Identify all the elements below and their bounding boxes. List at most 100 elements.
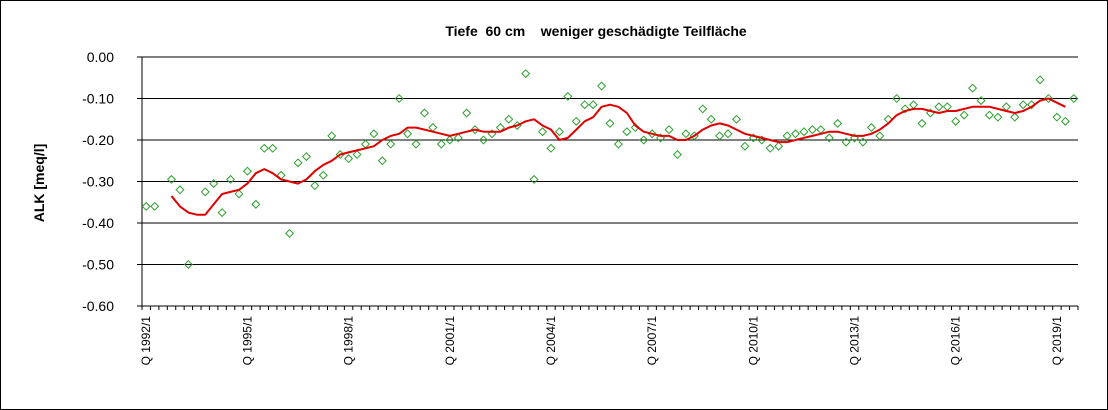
data-point	[1060, 116, 1070, 126]
data-point	[259, 143, 269, 153]
data-point	[563, 91, 573, 101]
y-tick-label: 0.00	[87, 49, 114, 65]
data-point	[1052, 112, 1062, 122]
data-point	[605, 118, 615, 128]
data-point	[588, 100, 598, 110]
data-point	[183, 259, 193, 270]
data-point	[318, 170, 328, 180]
data-point	[917, 118, 927, 128]
data-point	[293, 158, 303, 168]
data-point	[251, 199, 261, 209]
axes	[141, 57, 1079, 310]
data-point	[715, 131, 725, 141]
data-point	[571, 116, 581, 126]
data-point	[217, 208, 227, 218]
data-point	[462, 108, 472, 118]
data-point	[833, 118, 843, 128]
data-point	[242, 166, 252, 176]
y-axis-label: ALK [meq/l]	[31, 144, 47, 223]
data-point	[706, 114, 716, 124]
data-point	[369, 129, 379, 139]
data-point	[1010, 112, 1020, 122]
data-point	[546, 143, 556, 153]
data-point	[352, 150, 362, 160]
data-point	[200, 187, 210, 197]
gridlines	[137, 56, 1078, 307]
x-tick-label: Q 1995/1	[240, 316, 254, 366]
data-point	[436, 139, 446, 149]
x-tick-label: Q 2016/1	[949, 316, 963, 366]
data-point	[731, 114, 741, 124]
data-point	[167, 174, 177, 184]
data-point	[411, 139, 421, 149]
data-point	[554, 127, 564, 137]
chart-title: Tiefe 60 cm weniger geschädigte Teilfläc…	[445, 23, 747, 39]
data-point	[934, 102, 944, 112]
data-point	[141, 201, 151, 211]
data-point	[386, 139, 396, 149]
data-point	[1069, 93, 1079, 104]
data-point	[226, 174, 236, 184]
data-point	[976, 96, 986, 106]
data-point	[909, 100, 919, 110]
x-tick-label: Q 2010/1	[746, 316, 760, 366]
data-point	[327, 131, 337, 141]
data-point	[301, 152, 311, 162]
data-point	[529, 174, 539, 184]
data-point	[664, 125, 674, 135]
data-point	[613, 139, 623, 149]
y-tick-label: -0.10	[82, 91, 114, 107]
data-point	[521, 69, 531, 79]
data-point	[791, 129, 801, 139]
data-point	[740, 141, 750, 151]
data-point	[841, 137, 851, 147]
x-tick-label: Q 1992/1	[139, 316, 153, 366]
data-point	[1035, 75, 1045, 85]
data-point	[504, 114, 514, 124]
data-point	[942, 102, 952, 112]
data-point	[698, 104, 708, 114]
y-tick-labels: 0.00 -0.10 -0.20 -0.30 -0.40 -0.50 -0.60	[82, 49, 114, 314]
data-point	[1018, 100, 1028, 110]
data-point	[310, 181, 320, 191]
data-point	[285, 228, 295, 238]
data-point	[470, 125, 480, 135]
x-tick-label: Q 2001/1	[443, 316, 457, 366]
measurement-points	[141, 69, 1079, 270]
data-point	[268, 143, 278, 153]
data-point	[807, 125, 817, 135]
y-tick-label: -0.20	[82, 132, 114, 148]
data-point	[774, 141, 784, 151]
x-tick-label: Q 2013/1	[848, 316, 862, 366]
x-tick-label: Q 2019/1	[1050, 316, 1064, 366]
data-point	[377, 156, 387, 166]
data-point	[538, 127, 548, 137]
data-point	[639, 135, 649, 145]
data-point	[875, 131, 885, 141]
y-tick-label: -0.50	[82, 257, 114, 273]
data-point	[866, 123, 876, 133]
data-point	[723, 129, 733, 139]
data-point	[1043, 93, 1053, 104]
data-point	[209, 179, 219, 189]
data-point	[951, 116, 961, 126]
data-point	[672, 150, 682, 160]
data-point	[1027, 100, 1037, 110]
data-point	[968, 83, 978, 93]
data-point	[900, 104, 910, 114]
data-point	[993, 112, 1003, 122]
y-tick-label: -0.30	[82, 174, 114, 190]
data-point	[681, 129, 691, 139]
data-point	[580, 100, 590, 110]
data-point	[479, 135, 489, 145]
y-tick-label: -0.60	[82, 298, 114, 314]
trend-line	[170, 97, 1066, 216]
trend-line-path	[170, 97, 1066, 216]
y-tick-label: -0.40	[82, 215, 114, 231]
data-point	[403, 129, 413, 139]
x-tick-label: Q 1998/1	[342, 316, 356, 366]
data-point	[175, 185, 185, 195]
data-point	[782, 131, 792, 141]
